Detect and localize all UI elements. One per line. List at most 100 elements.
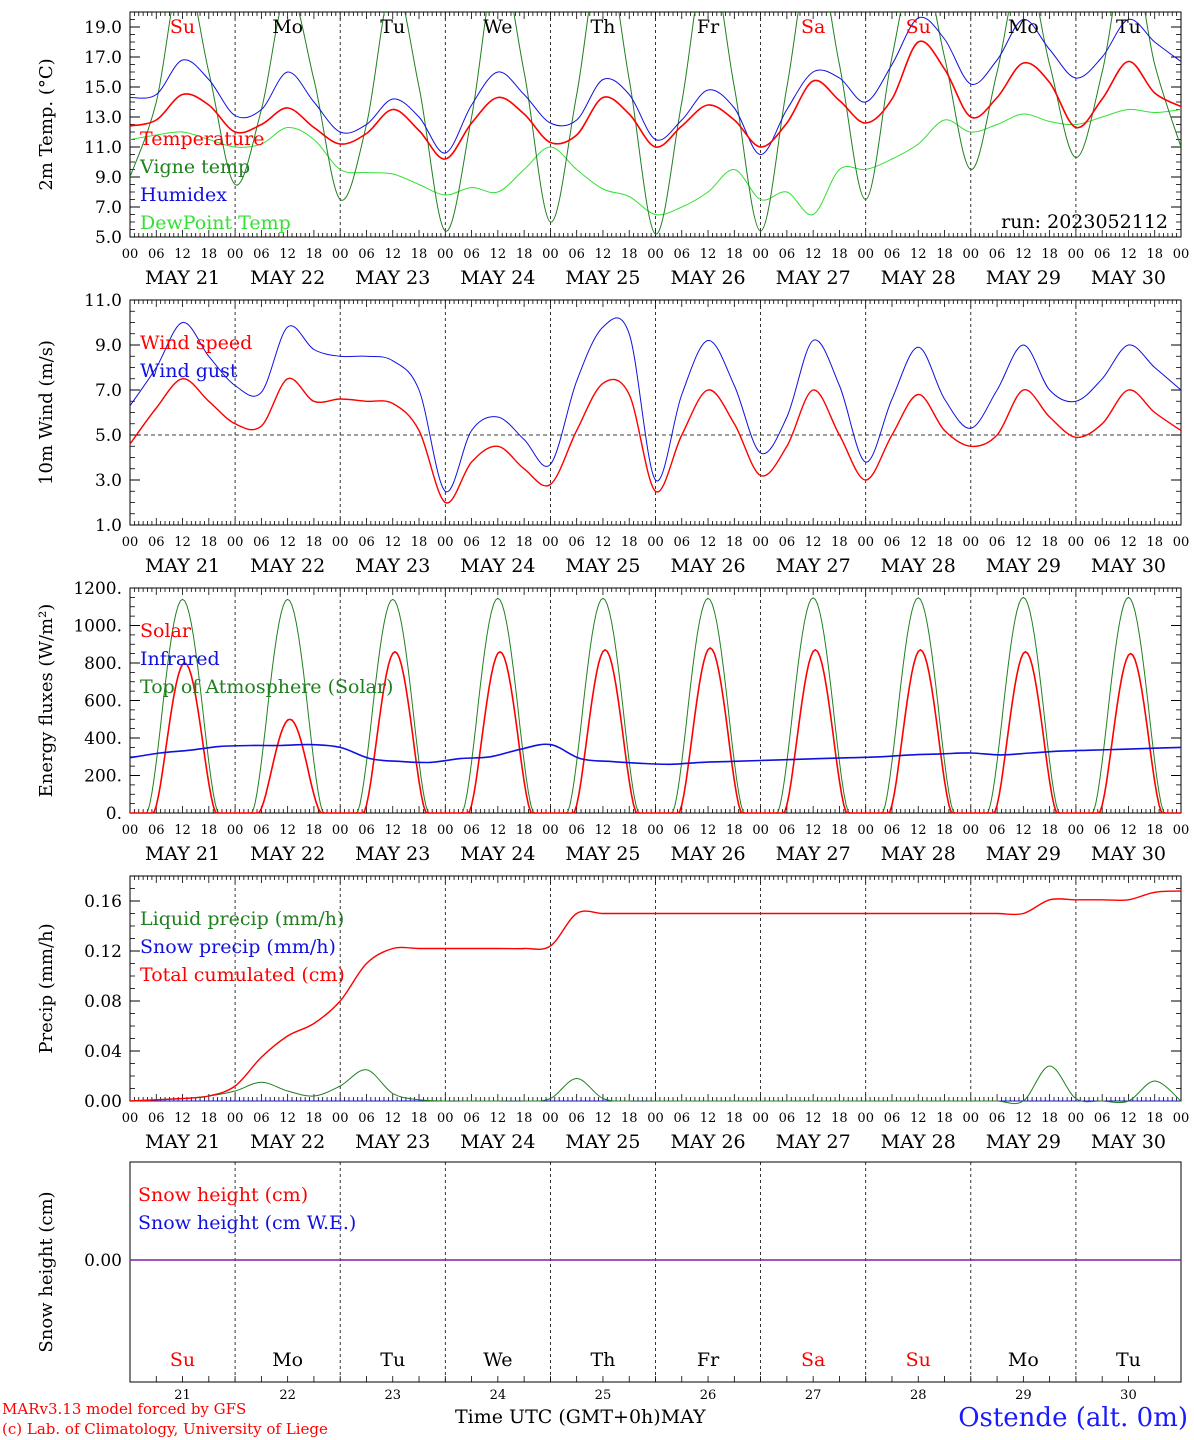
x-hour-label: 00 [227,535,244,550]
y-axis-label: 10m Wind (m/s) [36,340,57,485]
x-hour-label: 18 [516,823,533,838]
x-hour-label: 12 [279,247,296,262]
x-hour-label: 12 [174,1111,191,1126]
x-hour-label: 06 [568,535,585,550]
x-hour-label: 00 [437,535,454,550]
day-number-label: 24 [490,1388,507,1403]
x-hour-label: 12 [279,823,296,838]
x-date-label: MAY 22 [250,1131,325,1153]
x-hour-label: 06 [148,1111,165,1126]
x-hour-label: 12 [1120,535,1137,550]
x-date-label: MAY 29 [986,555,1061,577]
series-line-vigne-temp [130,12,1181,235]
x-hour-label: 06 [253,535,270,550]
x-date-label: MAY 26 [670,843,745,865]
x-hour-label: 12 [595,823,612,838]
x-hour-label: 12 [1015,1111,1032,1126]
weekday-label: Su [906,1349,931,1371]
x-hour-label: 06 [779,1111,796,1126]
plot-border [129,11,1182,238]
day-number-label: 29 [1015,1388,1032,1403]
x-hour-label: 18 [831,823,848,838]
x-hour-label: 00 [332,247,349,262]
x-hour-label: 06 [1094,535,1111,550]
day-number-label: 25 [595,1388,612,1403]
y-tick-label: 3.0 [95,471,122,491]
x-hour-label: 06 [779,535,796,550]
panel-5-frame: 0.00 Snow height (cm) Snow height (cm) Snow… [36,1161,1182,1403]
x-hour-label: 06 [779,823,796,838]
y-tick-label: 0.04 [84,1042,122,1062]
y-axis-label: Precip (mm/h) [36,923,57,1053]
x-hour-label: 06 [253,1111,270,1126]
y-tick-label: 17.0 [84,48,122,68]
x-hour-label: 18 [306,823,323,838]
x-hour-label: 00 [227,247,244,262]
x-hour-label: 06 [358,1111,375,1126]
x-hour-label: 06 [358,823,375,838]
x-hour-label: 00 [1068,247,1085,262]
x-hour-label: 00 [437,247,454,262]
x-hour-label: 00 [332,823,349,838]
y-tick-label: 0.00 [84,1251,122,1271]
y-axis-label: Energy fluxes (W/m²) [36,604,57,798]
x-hour-label: 18 [936,1111,953,1126]
panel-1-frame: 00 06 12 18 MAY 21 00 06 12 18 MAY 22 00 06 12 18 MAY … [36,11,1189,289]
legend-entry: Liquid precip (mm/h) [140,908,344,930]
x-hour-label: 06 [884,823,901,838]
x-hour-label: 00 [1173,823,1190,838]
weekday-label: Tu [380,1349,405,1371]
x-hour-label: 18 [1146,823,1163,838]
series-line-liquid-precip-mm-h- [129,1065,1182,1105]
x-hour-label: 18 [1146,247,1163,262]
y-tick-label: 19.0 [84,18,122,38]
x-hour-label: 18 [621,1111,638,1126]
weekday-label: Tu [1116,16,1141,38]
series-line-humidex [130,16,1181,156]
y-tick-label: 0. [106,804,122,824]
x-hour-label: 12 [384,535,401,550]
x-date-label: MAY 29 [986,267,1061,289]
x-hour-label: 00 [542,247,559,262]
weekday-label: We [483,16,512,38]
legend-entry: Humidex [140,184,227,206]
x-hour-label: 00 [122,535,139,550]
legend-entry: Solar [140,620,192,642]
x-hour-label: 18 [1146,535,1163,550]
model-credit: MARv3.13 model forced by GFS [2,1400,247,1418]
legend-entry: Infrared [140,648,220,670]
weekday-label: Sa [801,1349,825,1371]
x-hour-label: 12 [279,1111,296,1126]
y-tick-label: 400. [84,729,122,749]
x-hour-label: 12 [384,247,401,262]
y-axis-label: 2m Temp. (°C) [36,58,57,190]
series-line-temperature [130,40,1181,160]
x-hour-label: 18 [936,247,953,262]
x-date-label: MAY 28 [881,1131,956,1153]
series-line-total-cumulated-cm- [129,890,1182,1102]
x-hour-label: 18 [201,823,218,838]
x-hour-label: 00 [857,247,874,262]
x-date-label: MAY 28 [881,267,956,289]
weekday-label: Su [170,1349,195,1371]
x-hour-label: 12 [384,1111,401,1126]
x-hour-label: 00 [542,1111,559,1126]
y-tick-label: 13.0 [84,108,122,128]
y-axis-label: Snow height (cm) [36,1191,57,1352]
x-axis-title-text: Time UTC (GMT+0h) [455,1406,661,1428]
weekday-label: We [483,1349,512,1371]
legend-entry: Temperature [140,128,264,150]
day-number-label: 22 [279,1388,296,1403]
x-hour-label: 12 [595,247,612,262]
x-hour-label: 18 [201,535,218,550]
x-hour-label: 00 [963,823,980,838]
x-hour-label: 00 [542,823,559,838]
x-hour-label: 06 [463,535,480,550]
x-axis-title: Time UTC (GMT+0h)MAY [455,1406,706,1428]
y-tick-label: 0.08 [84,992,122,1012]
x-date-label: MAY 27 [776,555,851,577]
x-hour-label: 00 [227,823,244,838]
x-axis-month: MAY [660,1406,706,1428]
x-date-label: MAY 23 [355,843,430,865]
